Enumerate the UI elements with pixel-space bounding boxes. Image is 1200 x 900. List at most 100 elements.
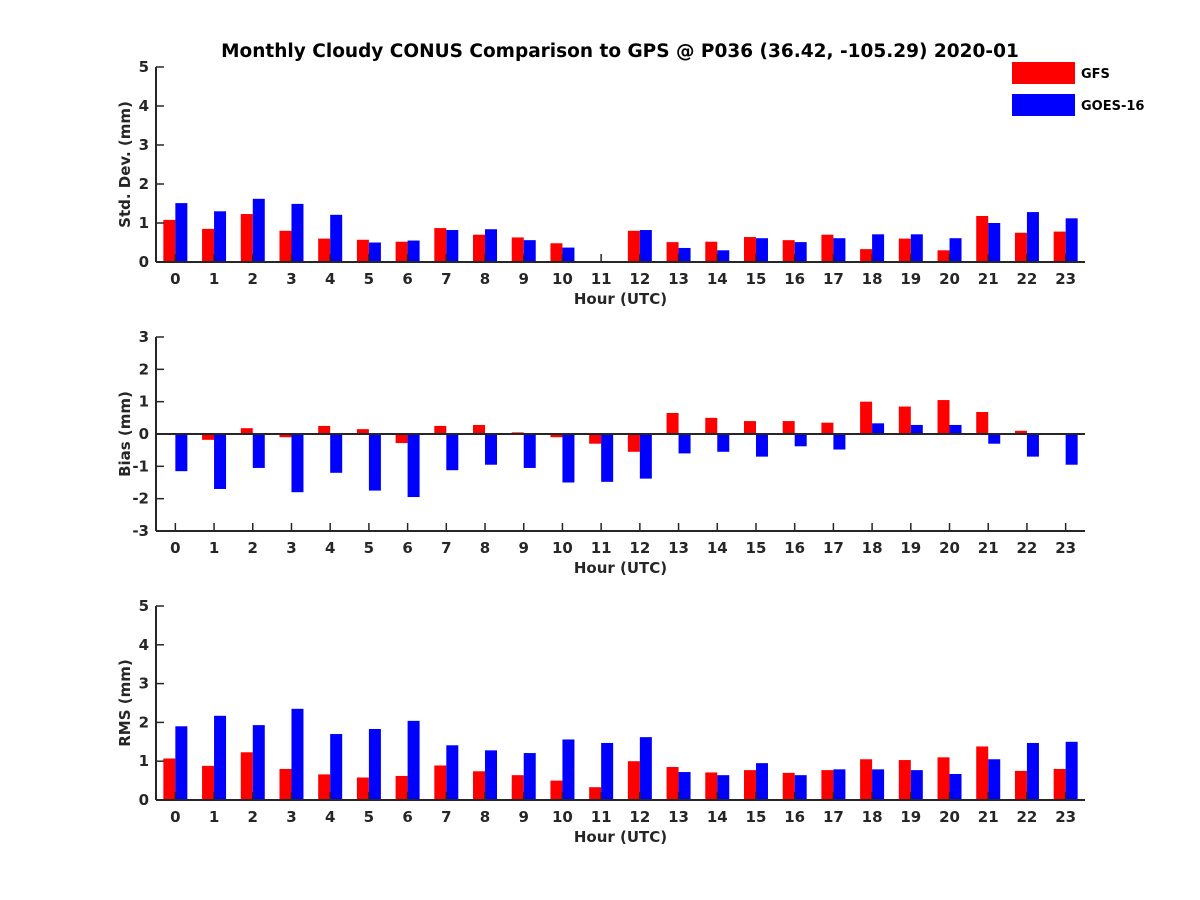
bar-goes-16-hour-14 [717,775,730,800]
x-tick-label: 14 [707,808,728,826]
x-tick-label: 13 [668,539,689,557]
y-tick-label: 1 [139,752,149,770]
x-tick-label: 2 [248,270,258,288]
bar-gfs-hour-8 [473,234,486,262]
x-tick-label: 21 [978,270,999,288]
bar-gfs-hour-3 [279,434,292,438]
bar-gfs-hour-15 [743,421,756,434]
bar-goes-16-hour-0 [175,726,188,800]
bar-gfs-hour-19 [898,760,911,800]
bar-goes-16-hour-8 [485,750,498,800]
bar-goes-16-hour-2 [252,434,265,468]
x-tick-label: 17 [823,270,844,288]
x-tick-label: 23 [1055,808,1076,826]
bar-gfs-hour-11 [589,787,602,800]
y-tick-label: 2 [139,360,149,378]
legend-swatch-goes-16 [1012,94,1075,116]
y-tick-label: 1 [139,214,149,232]
bar-goes-16-hour-0 [175,434,188,472]
y-tick-label: 0 [139,425,149,443]
bar-gfs-hour-12 [627,230,640,262]
bar-goes-16-hour-12 [639,434,652,479]
bar-goes-16-hour-9 [523,434,536,468]
bar-goes-16-hour-3 [291,203,304,262]
bar-gfs-hour-14 [705,772,718,800]
x-tick-label: 21 [978,808,999,826]
x-tick-label: 4 [325,808,335,826]
bar-goes-16-hour-20 [949,424,962,434]
bar-gfs-hour-1 [202,434,215,440]
bar-gfs-hour-10 [550,243,563,262]
bar-gfs-hour-5 [356,239,369,262]
x-tick-label: 15 [746,808,767,826]
x-tick-label: 7 [441,270,451,288]
x-tick-label: 4 [325,270,335,288]
bar-goes-16-hour-6 [407,240,420,262]
bar-gfs-hour-16 [782,772,795,800]
bar-gfs-hour-0 [163,758,176,800]
y-axis-label: RMS (mm) [116,659,134,746]
x-tick-label: 15 [746,270,767,288]
x-tick-label: 22 [1017,270,1038,288]
y-tick-label: 0 [139,253,149,271]
x-tick-label: 19 [900,808,921,826]
bar-goes-16-hour-5 [368,242,381,262]
bar-gfs-hour-4 [318,238,331,262]
x-tick-label: 10 [552,808,573,826]
x-tick-label: 18 [862,539,883,557]
bar-gfs-hour-20 [937,400,950,434]
bar-gfs-hour-7 [434,765,447,800]
bar-gfs-hour-19 [898,406,911,434]
bar-gfs-hour-8 [473,771,486,800]
bar-goes-16-hour-14 [717,434,730,452]
bar-gfs-hour-20 [937,250,950,262]
x-tick-label: 5 [364,539,374,557]
bar-goes-16-hour-1 [214,434,227,489]
bar-gfs-hour-8 [473,424,486,434]
bar-goes-16-hour-19 [910,234,923,262]
bar-gfs-hour-16 [782,421,795,434]
bar-goes-16-hour-1 [214,715,227,800]
bar-gfs-hour-22 [1014,430,1027,434]
bar-gfs-hour-6 [395,434,408,444]
bar-gfs-hour-7 [434,228,447,262]
bar-goes-16-hour-16 [794,242,807,262]
x-tick-label: 15 [746,539,767,557]
bar-goes-16-hour-10 [562,434,575,483]
x-tick-label: 8 [480,270,490,288]
bar-goes-16-hour-7 [446,230,459,262]
y-axis-label: Bias (mm) [116,391,134,477]
bar-goes-16-hour-8 [485,229,498,262]
x-tick-label: 12 [629,270,650,288]
bar-goes-16-hour-7 [446,434,459,471]
bar-gfs-hour-9 [511,237,524,262]
x-tick-label: 2 [248,808,258,826]
x-tick-label: 20 [939,539,960,557]
x-tick-label: 22 [1017,808,1038,826]
bar-gfs-hour-21 [976,215,989,262]
x-tick-label: 3 [286,808,296,826]
bar-gfs-hour-0 [163,219,176,262]
legend-label-gfs: GFS [1081,67,1110,82]
x-tick-label: 19 [900,539,921,557]
y-tick-label: -3 [132,522,149,540]
bar-goes-16-hour-21 [988,434,1001,444]
bar-goes-16-hour-19 [910,424,923,434]
y-tick-label: 2 [139,713,149,731]
bar-gfs-hour-15 [743,770,756,800]
bar-goes-16-hour-4 [330,734,343,800]
x-tick-label: 20 [939,270,960,288]
y-tick-label: 3 [139,136,149,154]
x-tick-label: 17 [823,808,844,826]
x-tick-label: 23 [1055,539,1076,557]
bar-goes-16-hour-7 [446,745,459,800]
bar-goes-16-hour-1 [214,211,227,262]
x-tick-label: 6 [402,808,412,826]
x-tick-label: 10 [552,270,573,288]
bar-gfs-hour-21 [976,746,989,800]
bar-goes-16-hour-12 [639,230,652,262]
bar-gfs-hour-14 [705,417,718,434]
bar-gfs-hour-11 [589,434,602,444]
